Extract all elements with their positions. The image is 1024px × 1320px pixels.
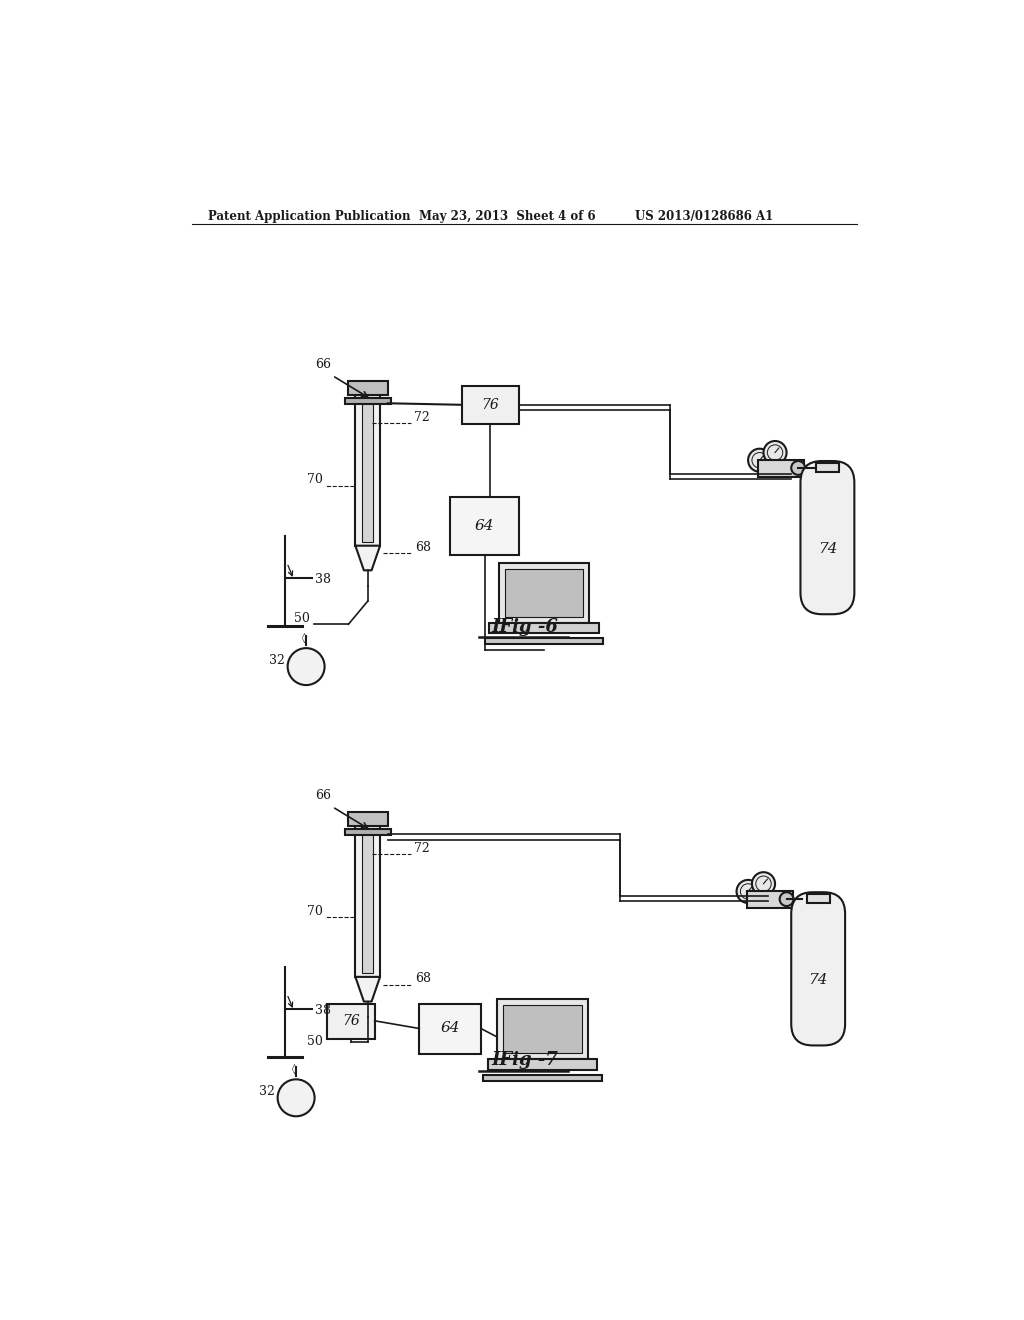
Circle shape (288, 648, 325, 685)
Text: 66: 66 (315, 789, 331, 803)
Bar (345, 397, 391, 404)
Circle shape (736, 880, 760, 903)
Text: 38: 38 (315, 573, 332, 586)
Text: ◊: ◊ (302, 632, 307, 643)
Circle shape (792, 461, 805, 475)
Circle shape (278, 1080, 314, 1117)
Text: 50: 50 (294, 612, 310, 624)
Text: 68: 68 (416, 973, 431, 985)
Text: Patent Application Publication: Patent Application Publication (208, 210, 410, 223)
Text: 70: 70 (307, 904, 323, 917)
Text: 32: 32 (268, 653, 285, 667)
Text: 68: 68 (416, 541, 431, 554)
Text: US 2013/0128686 A1: US 2013/0128686 A1 (635, 210, 773, 223)
Text: 64: 64 (440, 1022, 460, 1035)
Bar (489, 623, 599, 634)
Bar (505, 569, 584, 616)
FancyBboxPatch shape (792, 892, 845, 1045)
Text: ◊: ◊ (292, 1064, 297, 1074)
Text: 32: 32 (259, 1085, 275, 1098)
Polygon shape (355, 977, 380, 1002)
Text: IFig -7: IFig -7 (492, 1052, 558, 1069)
Bar (499, 562, 590, 623)
Bar (807, 894, 829, 903)
Text: 72: 72 (414, 842, 430, 855)
Bar (355, 395, 380, 545)
Bar (348, 812, 388, 826)
Circle shape (764, 441, 786, 465)
Circle shape (749, 449, 771, 471)
Polygon shape (355, 545, 380, 570)
Text: 64: 64 (475, 519, 495, 533)
Bar (362, 399, 373, 543)
Text: May 23, 2013  Sheet 4 of 6: May 23, 2013 Sheet 4 of 6 (419, 210, 596, 223)
Bar (497, 999, 588, 1059)
Text: 74: 74 (808, 973, 828, 987)
Text: 72: 72 (414, 411, 430, 424)
FancyBboxPatch shape (801, 461, 854, 614)
Text: 66: 66 (315, 358, 331, 371)
Text: 76: 76 (481, 397, 499, 412)
Circle shape (752, 873, 775, 895)
Bar (345, 829, 391, 836)
Bar (816, 462, 839, 471)
Text: 50: 50 (307, 1035, 323, 1048)
Bar (355, 826, 380, 977)
Bar (327, 1003, 375, 1039)
Bar (462, 385, 519, 424)
Bar (348, 381, 388, 395)
Text: 38: 38 (315, 1005, 332, 1016)
Bar (484, 638, 603, 644)
Bar (746, 891, 793, 908)
Bar (483, 1074, 602, 1081)
Circle shape (779, 892, 794, 906)
Bar (419, 1003, 481, 1053)
Text: 70: 70 (307, 474, 323, 486)
Bar (503, 1006, 582, 1053)
Bar (451, 498, 519, 554)
Bar (758, 461, 804, 478)
Text: IFig -6: IFig -6 (492, 618, 558, 636)
Text: 74: 74 (817, 541, 838, 556)
Bar (487, 1059, 597, 1071)
Text: 76: 76 (342, 1014, 359, 1028)
Bar (362, 830, 373, 973)
